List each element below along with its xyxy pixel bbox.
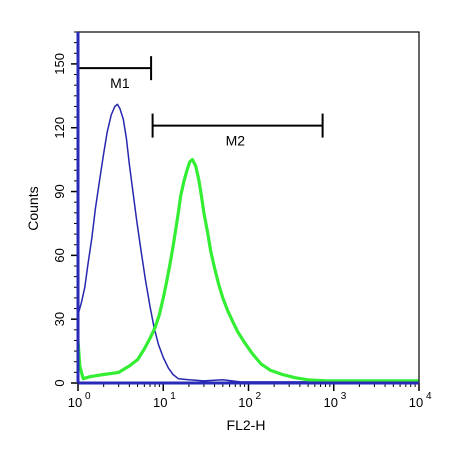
x-tick-label: 10 2	[238, 391, 261, 410]
y-tick-label: 90	[52, 184, 67, 198]
marker-label: M1	[110, 75, 130, 91]
series-line-1	[77, 103, 419, 383]
x-tick-label: 10 3	[324, 391, 347, 410]
marker-layer: M1 M2	[77, 56, 324, 149]
series-line-2	[76, 158, 419, 383]
x-tick-base: 10	[68, 395, 82, 410]
y-tick-label: 150	[52, 53, 67, 75]
x-tick-label: 10 4	[409, 391, 432, 410]
x-tick-exponent: 3	[341, 391, 347, 402]
marker-label: M2	[226, 133, 246, 149]
x-tick-base: 10	[324, 395, 338, 410]
x-tick-exponent: 2	[256, 391, 262, 402]
y-axis-label: Counts	[25, 186, 41, 230]
x-axis-label: FL2-H	[227, 417, 266, 433]
x-tick-exponent: 4	[426, 391, 432, 402]
y-tick-label: 120	[52, 117, 67, 139]
marker-m2: M2	[151, 113, 324, 149]
x-tick-base: 10	[409, 395, 423, 410]
y-tick-label: 0	[52, 379, 67, 386]
series-layer	[76, 103, 419, 383]
x-tick-label: 10 1	[153, 391, 176, 410]
x-tick-base: 10	[238, 395, 252, 410]
x-tick-label: 10 0	[68, 391, 91, 410]
y-tick-label: 30	[52, 312, 67, 326]
marker-m1: M1	[77, 56, 153, 91]
x-tick-base: 10	[153, 395, 167, 410]
y-tick-label: 60	[52, 248, 67, 262]
x-tick-exponent: 0	[85, 391, 91, 402]
x-tick-exponent: 1	[170, 391, 176, 402]
